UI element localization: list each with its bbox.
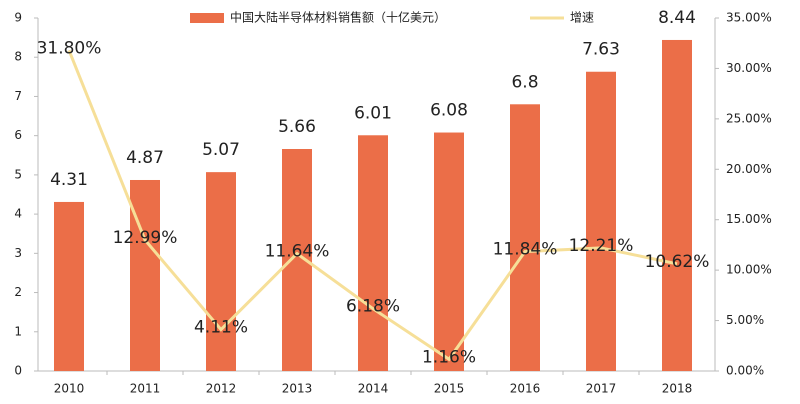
x-tick-label: 2018 xyxy=(662,382,693,396)
y-tick-label: 0 xyxy=(14,364,22,378)
x-tick-label: 2015 xyxy=(434,382,465,396)
x-tick-label: 2014 xyxy=(358,382,389,396)
bar xyxy=(206,172,236,371)
bar-label: 6.01 xyxy=(354,103,392,123)
line-label: 1.16% xyxy=(422,347,476,367)
y-tick-label: 5 xyxy=(14,167,22,181)
y-tick-label: 4 xyxy=(14,207,22,221)
bar xyxy=(510,104,540,372)
legend-label: 增速 xyxy=(570,11,594,25)
y-tick-label: 1 xyxy=(14,324,22,338)
x-tick-label: 2016 xyxy=(510,382,541,396)
legend-label: 中国大陆半导体材料销售额（十亿美元） xyxy=(230,10,446,25)
bar-label: 5.66 xyxy=(278,117,316,137)
legend-swatch xyxy=(190,13,224,23)
line-label: 31.80% xyxy=(37,38,102,58)
bar xyxy=(130,179,160,371)
bar-label: 6.08 xyxy=(430,101,468,121)
line-label: 4.11% xyxy=(194,318,248,338)
x-tick-label: 2011 xyxy=(130,382,161,396)
bar-label: 4.87 xyxy=(126,148,164,168)
bar-label: 6.8 xyxy=(511,72,538,92)
y-tick-label: 7 xyxy=(14,89,22,103)
bar xyxy=(54,201,84,371)
y-tick-label: 2 xyxy=(14,285,22,299)
bar xyxy=(434,132,464,371)
y2-tick-label: 25.00% xyxy=(726,111,772,125)
y2-tick-label: 10.00% xyxy=(726,263,772,277)
line-label: 10.62% xyxy=(645,252,710,272)
bar xyxy=(662,39,692,371)
y-tick-label: 9 xyxy=(14,11,22,25)
y-tick-label: 8 xyxy=(14,50,22,64)
bar xyxy=(586,71,616,372)
line-label: 11.64% xyxy=(265,242,330,262)
x-tick-label: 2010 xyxy=(54,382,85,396)
line-label: 12.21% xyxy=(569,236,634,256)
line xyxy=(67,49,678,362)
bar-label: 7.63 xyxy=(582,40,620,60)
y2-tick-label: 20.00% xyxy=(726,162,772,176)
y-tick-label: 6 xyxy=(14,128,22,142)
bar-label: 8.44 xyxy=(658,8,696,28)
y2-tick-label: 30.00% xyxy=(726,61,772,75)
line-label: 12.99% xyxy=(113,228,178,248)
bar-label: 4.31 xyxy=(50,170,88,190)
y-tick-label: 3 xyxy=(14,246,22,260)
x-tick-label: 2017 xyxy=(586,382,617,396)
y2-tick-label: 5.00% xyxy=(726,313,764,327)
y2-tick-label: 0.00% xyxy=(726,364,764,378)
bar xyxy=(358,135,388,371)
y2-tick-label: 35.00% xyxy=(726,11,772,25)
line-label: 6.18% xyxy=(346,297,400,317)
y2-tick-label: 15.00% xyxy=(726,212,772,226)
x-tick-label: 2012 xyxy=(206,382,237,396)
x-tick-label: 2013 xyxy=(282,382,313,396)
line-label: 11.84% xyxy=(493,240,558,260)
bar-label: 5.07 xyxy=(202,140,240,160)
